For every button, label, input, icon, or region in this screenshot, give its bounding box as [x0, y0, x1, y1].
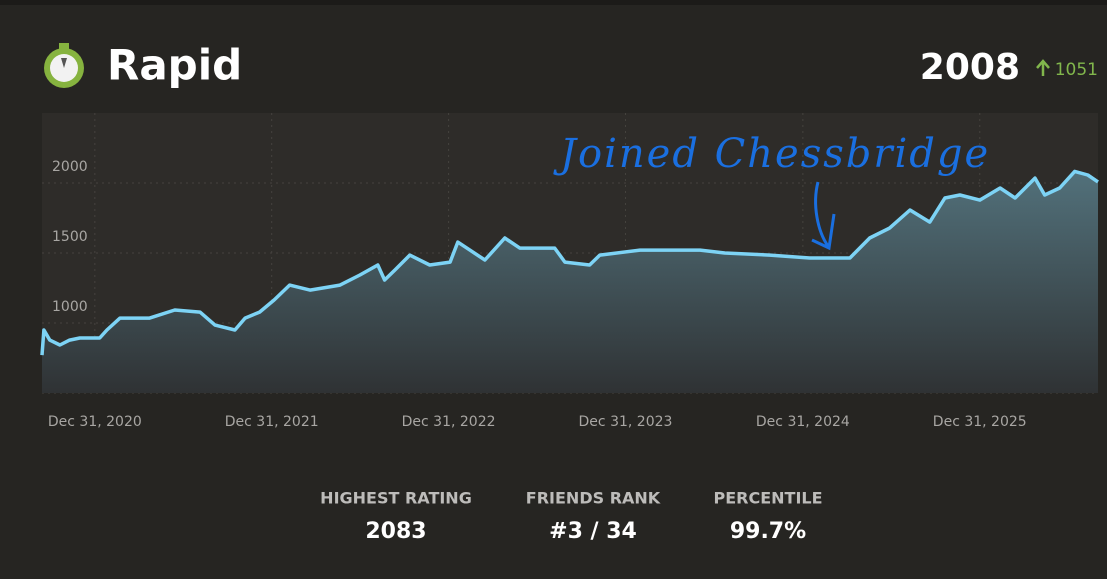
x-tick-label: Dec 31, 2023: [579, 414, 673, 430]
stat-label: PERCENTILE: [713, 489, 822, 508]
stat-value: #3 / 34: [549, 519, 637, 544]
top-bar: [0, 0, 1107, 5]
stat-value: 99.7%: [730, 519, 806, 544]
stopwatch-icon: [44, 43, 84, 88]
up-arrow-icon: [1036, 59, 1050, 76]
x-tick-label: Dec 31, 2022: [402, 414, 496, 430]
area: [42, 171, 1098, 393]
x-tick-label: Dec 31, 2020: [48, 414, 142, 430]
rating-change: 1051: [1055, 60, 1098, 80]
mode-title: Rapid: [107, 41, 242, 90]
y-tick-label: 1000: [52, 299, 88, 315]
stat-label: FRIENDS RANK: [526, 489, 661, 508]
x-tick-label: Dec 31, 2021: [225, 414, 319, 430]
current-rating: 2008: [920, 47, 1020, 88]
y-tick-label: 1500: [52, 229, 88, 245]
y-tick-label: 2000: [52, 159, 88, 175]
stat-value: 2083: [365, 519, 426, 544]
stat-label: HIGHEST RATING: [320, 489, 472, 508]
annotation: Joined Chessbridge: [553, 131, 990, 177]
annotation-arrow: [811, 181, 836, 251]
x-tick-label: Dec 31, 2024: [756, 414, 850, 430]
x-tick-label: Dec 31, 2025: [933, 414, 1027, 430]
line: [40, 169, 1099, 356]
